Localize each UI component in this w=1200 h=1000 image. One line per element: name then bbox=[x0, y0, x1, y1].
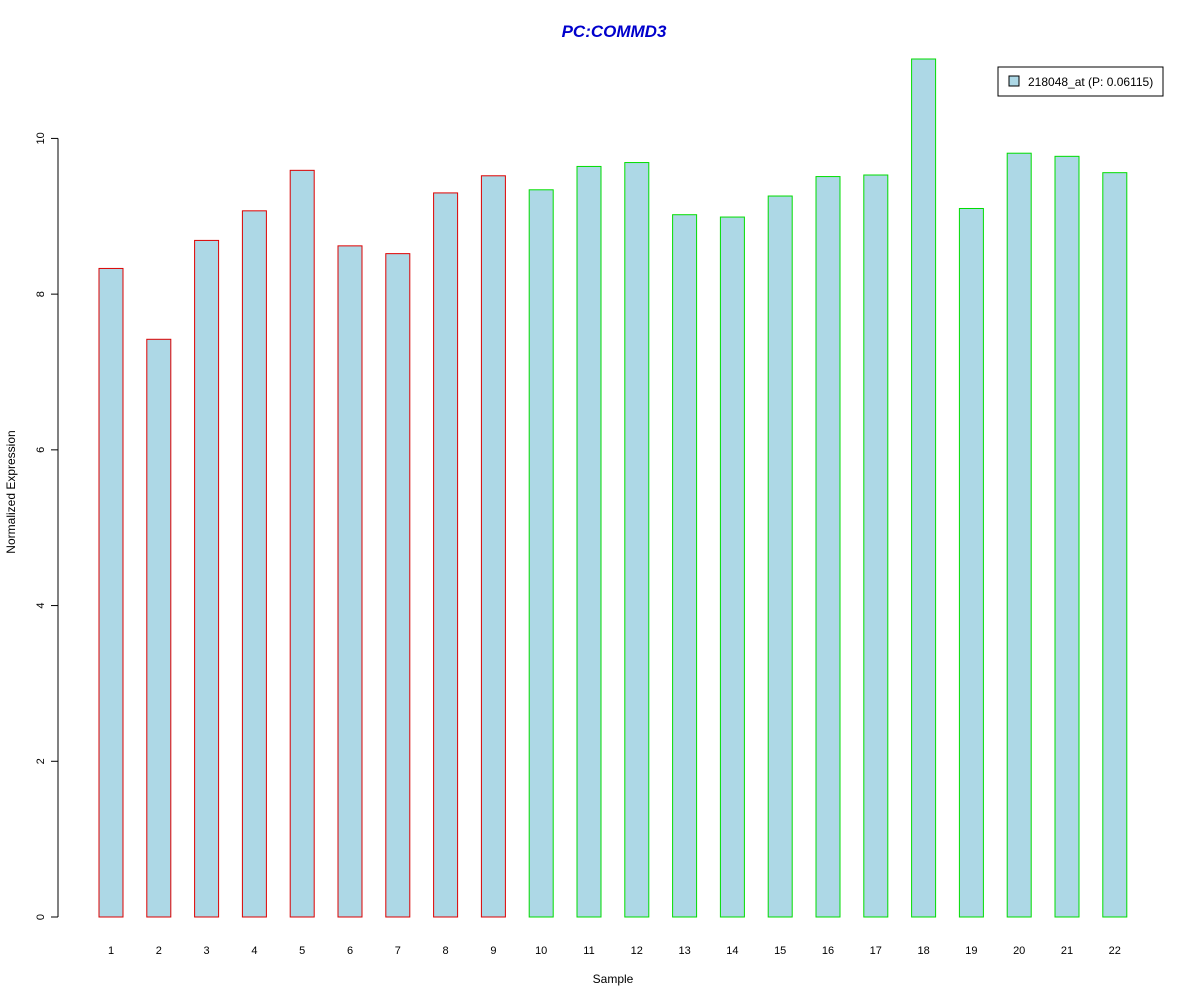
x-tick-label: 2 bbox=[156, 945, 162, 957]
x-tick-label: 14 bbox=[726, 945, 738, 957]
x-tick-label: 5 bbox=[299, 945, 305, 957]
bar-sample-18 bbox=[911, 58, 937, 918]
bar-sample-1 bbox=[98, 267, 124, 918]
bar-sample-5 bbox=[289, 169, 315, 918]
bar-sample-13 bbox=[672, 214, 698, 918]
x-axis-label: Sample bbox=[593, 972, 634, 986]
y-tick-label: 0 bbox=[35, 914, 47, 920]
bar-sample-9 bbox=[480, 175, 506, 918]
y-tick-label: 8 bbox=[35, 291, 47, 297]
legend: 218048_at (P: 0.06115) bbox=[997, 66, 1164, 97]
bar-sample-21 bbox=[1054, 155, 1080, 918]
x-tick-labels: 1 2 3 4 5 6 7 8 9 10 11 12 13 14 15 16 17 18 19 20 21 22 bbox=[108, 945, 1121, 957]
legend-swatch bbox=[1008, 75, 1020, 87]
bar-sample-8 bbox=[433, 192, 459, 918]
y-tick-label: 10 bbox=[35, 132, 47, 144]
bar-sample-16 bbox=[815, 176, 841, 918]
y-axis: 0 2 4 6 8 10 bbox=[35, 132, 59, 920]
bar-sample-7 bbox=[385, 253, 411, 918]
bar-sample-17 bbox=[863, 174, 889, 918]
legend-label: 218048_at (P: 0.06115) bbox=[1028, 75, 1153, 89]
x-tick-label: 6 bbox=[347, 945, 353, 957]
y-axis-label: Normalized Expression bbox=[4, 430, 18, 553]
x-tick-label: 11 bbox=[583, 945, 594, 957]
x-tick-label: 21 bbox=[1061, 945, 1073, 957]
x-tick-label: 19 bbox=[965, 945, 977, 957]
bar-sample-14 bbox=[719, 216, 745, 918]
x-tick-label: 10 bbox=[535, 945, 547, 957]
y-tick-label: 6 bbox=[35, 447, 47, 453]
bar-sample-2 bbox=[146, 338, 172, 918]
x-tick-label: 17 bbox=[870, 945, 882, 957]
bar-sample-22 bbox=[1102, 172, 1128, 918]
x-tick-label: 12 bbox=[631, 945, 643, 957]
x-tick-label: 18 bbox=[917, 945, 929, 957]
x-tick-label: 13 bbox=[678, 945, 690, 957]
x-tick-label: 9 bbox=[490, 945, 496, 957]
bar-sample-15 bbox=[767, 195, 793, 918]
x-tick-label: 3 bbox=[204, 945, 210, 957]
x-tick-label: 20 bbox=[1013, 945, 1025, 957]
x-tick-label: 16 bbox=[822, 945, 834, 957]
bar-sample-20 bbox=[1006, 152, 1032, 918]
bar-sample-4 bbox=[241, 210, 267, 918]
bar-sample-10 bbox=[528, 189, 554, 918]
bar-sample-6 bbox=[337, 245, 363, 918]
x-tick-label: 1 bbox=[108, 945, 114, 957]
chart-title: PC:COMMD3 bbox=[562, 22, 667, 41]
bar-sample-19 bbox=[958, 207, 984, 918]
x-tick-label: 8 bbox=[443, 945, 449, 957]
bar-sample-3 bbox=[194, 239, 220, 918]
bar-sample-12 bbox=[624, 162, 650, 918]
y-tick-label: 2 bbox=[35, 758, 47, 764]
x-tick-label: 15 bbox=[774, 945, 786, 957]
bar-sample-11 bbox=[576, 165, 602, 918]
legend-box bbox=[997, 66, 1164, 97]
y-tick-label: 4 bbox=[35, 603, 47, 609]
x-tick-label: 7 bbox=[395, 945, 401, 957]
x-tick-label: 22 bbox=[1109, 945, 1121, 957]
bars bbox=[98, 58, 1128, 918]
x-tick-label: 4 bbox=[251, 945, 257, 957]
